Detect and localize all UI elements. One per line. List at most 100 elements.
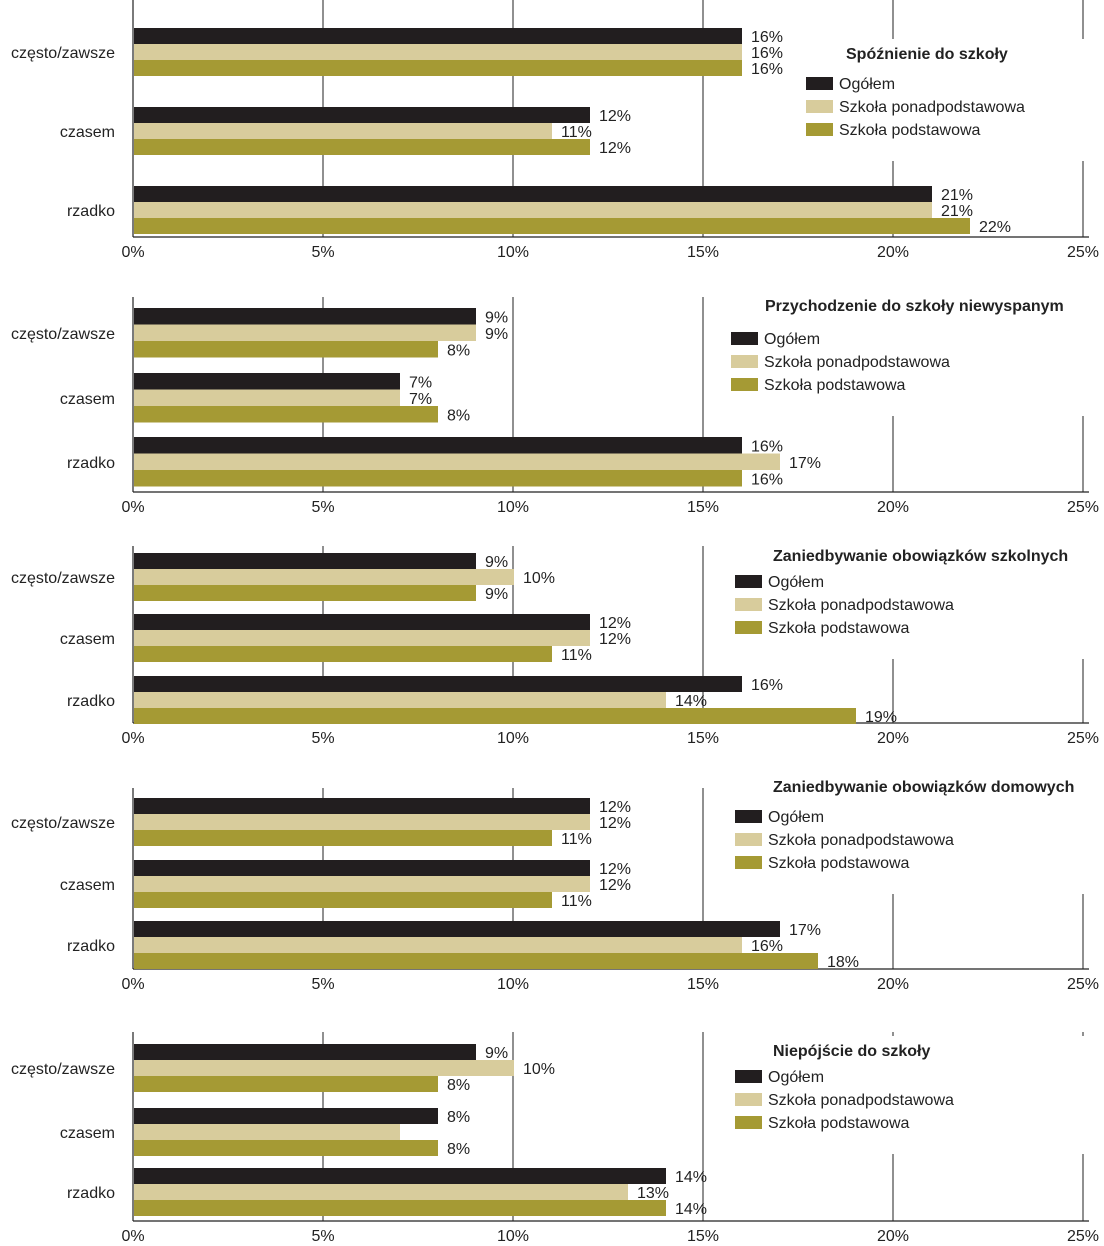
chart-4-bar-1-3 (134, 921, 780, 937)
chart-1-bar-1-1 (134, 28, 742, 44)
chart-5-data-label: 8% (447, 1109, 470, 1126)
chart-3-data-label: 10% (523, 570, 555, 587)
chart-3-data-label: 9% (485, 586, 508, 603)
chart-5-legend-label-3: Szkoła podstawowa (768, 1115, 910, 1132)
chart-4-legend-label-2: Szkoła ponadpodstawowa (768, 832, 954, 849)
chart-1-data-label: 11% (561, 124, 592, 141)
chart-1-legend-label-2: Szkoła ponadpodstawowa (839, 99, 1025, 116)
chart-1-tick-label: 25% (1067, 244, 1099, 261)
chart-2-bar-2-1 (134, 325, 476, 342)
chart-1-bar-3-1 (134, 60, 742, 76)
chart-4-title: Zaniedbywanie obowiązków domowych (773, 779, 1074, 796)
chart-2-legend-swatch-1 (731, 332, 758, 345)
chart-2-tick-label: 0% (121, 499, 144, 516)
chart-5-tick-label: 25% (1067, 1228, 1099, 1245)
chart-5-title: Niepójście do szkoły (773, 1043, 930, 1060)
chart-1-data-label: 22% (979, 219, 1011, 236)
chart-2-legend-label-1: Ogółem (764, 331, 820, 348)
chart-3-tick-label: 20% (877, 730, 909, 747)
chart-5-legend-swatch-3 (735, 1116, 762, 1129)
chart-3-legend-swatch-1 (735, 575, 762, 588)
chart-5-category-label: często/zawsze (11, 1061, 115, 1078)
chart-5-data-label: 8% (447, 1077, 470, 1094)
chart-5-bar-3-1 (134, 1076, 438, 1092)
chart-4-tick-label: 20% (877, 976, 909, 993)
chart-5-legend-label-1: Ogółem (768, 1069, 824, 1086)
chart-2-legend-label-2: Szkoła ponadpodstawowa (764, 354, 950, 371)
chart-4-data-label: 11% (561, 831, 592, 848)
chart-5-legend-swatch-1 (735, 1070, 762, 1083)
chart-2-data-label: 8% (447, 343, 470, 360)
chart-3-bar-1-2 (134, 614, 590, 630)
chart-5-bar-2-3 (134, 1184, 628, 1200)
chart-5-legend-swatch-2 (735, 1093, 762, 1106)
chart-1-bar-1-2 (134, 107, 590, 123)
chart-4-bar-1-2 (134, 860, 590, 876)
chart-3-data-label: 19% (865, 709, 897, 726)
chart-1-bar-3-2 (134, 139, 590, 155)
chart-4-legend-swatch-1 (735, 810, 762, 823)
chart-4-data-label: 12% (599, 861, 631, 878)
chart-4-data-label: 12% (599, 799, 631, 816)
chart-4-data-label: 18% (827, 954, 859, 971)
chart-2-category-label: rzadko (67, 455, 115, 472)
chart-5-tick-label: 10% (497, 1228, 529, 1245)
chart-2-data-label: 16% (751, 472, 783, 489)
chart-4-tick-label: 0% (121, 976, 144, 993)
chart-1-title: Spóźnienie do szkoły (846, 46, 1008, 63)
chart-3-data-label: 12% (599, 631, 631, 648)
chart-3-data-label: 14% (675, 693, 707, 710)
chart-5-bar-1-3 (134, 1168, 666, 1184)
chart-1-data-label: 21% (941, 187, 973, 204)
chart-1-tick-label: 20% (877, 244, 909, 261)
chart-1-tick-label: 0% (121, 244, 144, 261)
chart-1-bar-2-1 (134, 44, 742, 60)
chart-1-data-label: 16% (751, 61, 783, 78)
chart-4-legend-swatch-2 (735, 833, 762, 846)
chart-5-bar-2-1 (134, 1060, 514, 1076)
chart-5-category-label: rzadko (67, 1185, 115, 1202)
chart-1-data-label: 21% (941, 203, 973, 220)
chart-2-category-label: często/zawsze (11, 326, 115, 343)
chart-3-legend-swatch-2 (735, 598, 762, 611)
chart-4-bar-3-2 (134, 892, 552, 908)
chart-4-data-label: 11% (561, 893, 592, 910)
chart-5-bar-1-2 (134, 1108, 438, 1124)
chart-3-title: Zaniedbywanie obowiązków szkolnych (773, 548, 1068, 565)
chart-5-bar-3-2 (134, 1140, 438, 1156)
chart-1-legend-swatch-2 (806, 100, 833, 113)
chart-3-bar-3-1 (134, 585, 476, 601)
chart-1-legend-label-3: Szkoła podstawowa (839, 122, 981, 139)
chart-5-legend-label-2: Szkoła ponadpodstawowa (768, 1092, 954, 1109)
chart-2-legend-swatch-2 (731, 355, 758, 368)
chart-2-category-label: czasem (60, 391, 115, 408)
chart-5-data-label: 14% (675, 1169, 707, 1186)
chart-1-legend-swatch-1 (806, 77, 833, 90)
chart-4-category-label: rzadko (67, 938, 115, 955)
chart-1-tick-label: 5% (311, 244, 334, 261)
chart-5-tick-label: 20% (877, 1228, 909, 1245)
chart-2-legend-label-3: Szkoła podstawowa (764, 377, 906, 394)
chart-2-data-label: 7% (409, 375, 432, 392)
chart-4-legend-label-1: Ogółem (768, 809, 824, 826)
chart-2-bar-2-3 (134, 454, 780, 471)
chart-3-legend-label-3: Szkoła podstawowa (768, 620, 910, 637)
chart-4-category-label: często/zawsze (11, 815, 115, 832)
chart-3-data-label: 9% (485, 554, 508, 571)
chart-3-legend-label-1: Ogółem (768, 574, 824, 591)
chart-2-data-label: 9% (485, 326, 508, 343)
chart-5-tick-label: 15% (687, 1228, 719, 1245)
chart-2-tick-label: 10% (497, 499, 529, 516)
chart-5-data-label: 13% (637, 1185, 669, 1202)
chart-2-data-label: 16% (751, 439, 783, 456)
chart-1-bar-2-2 (134, 123, 552, 139)
chart-4-tick-label: 5% (311, 976, 334, 993)
chart-4-bar-1-1 (134, 798, 590, 814)
chart-4-category-label: czasem (60, 877, 115, 894)
chart-2-tick-label: 15% (687, 499, 719, 516)
chart-3-data-label: 11% (561, 647, 592, 664)
chart-2-bar-3-2 (134, 406, 438, 423)
chart-3-bar-2-2 (134, 630, 590, 646)
chart-3-legend-swatch-3 (735, 621, 762, 634)
chart-4-bar-3-1 (134, 830, 552, 846)
